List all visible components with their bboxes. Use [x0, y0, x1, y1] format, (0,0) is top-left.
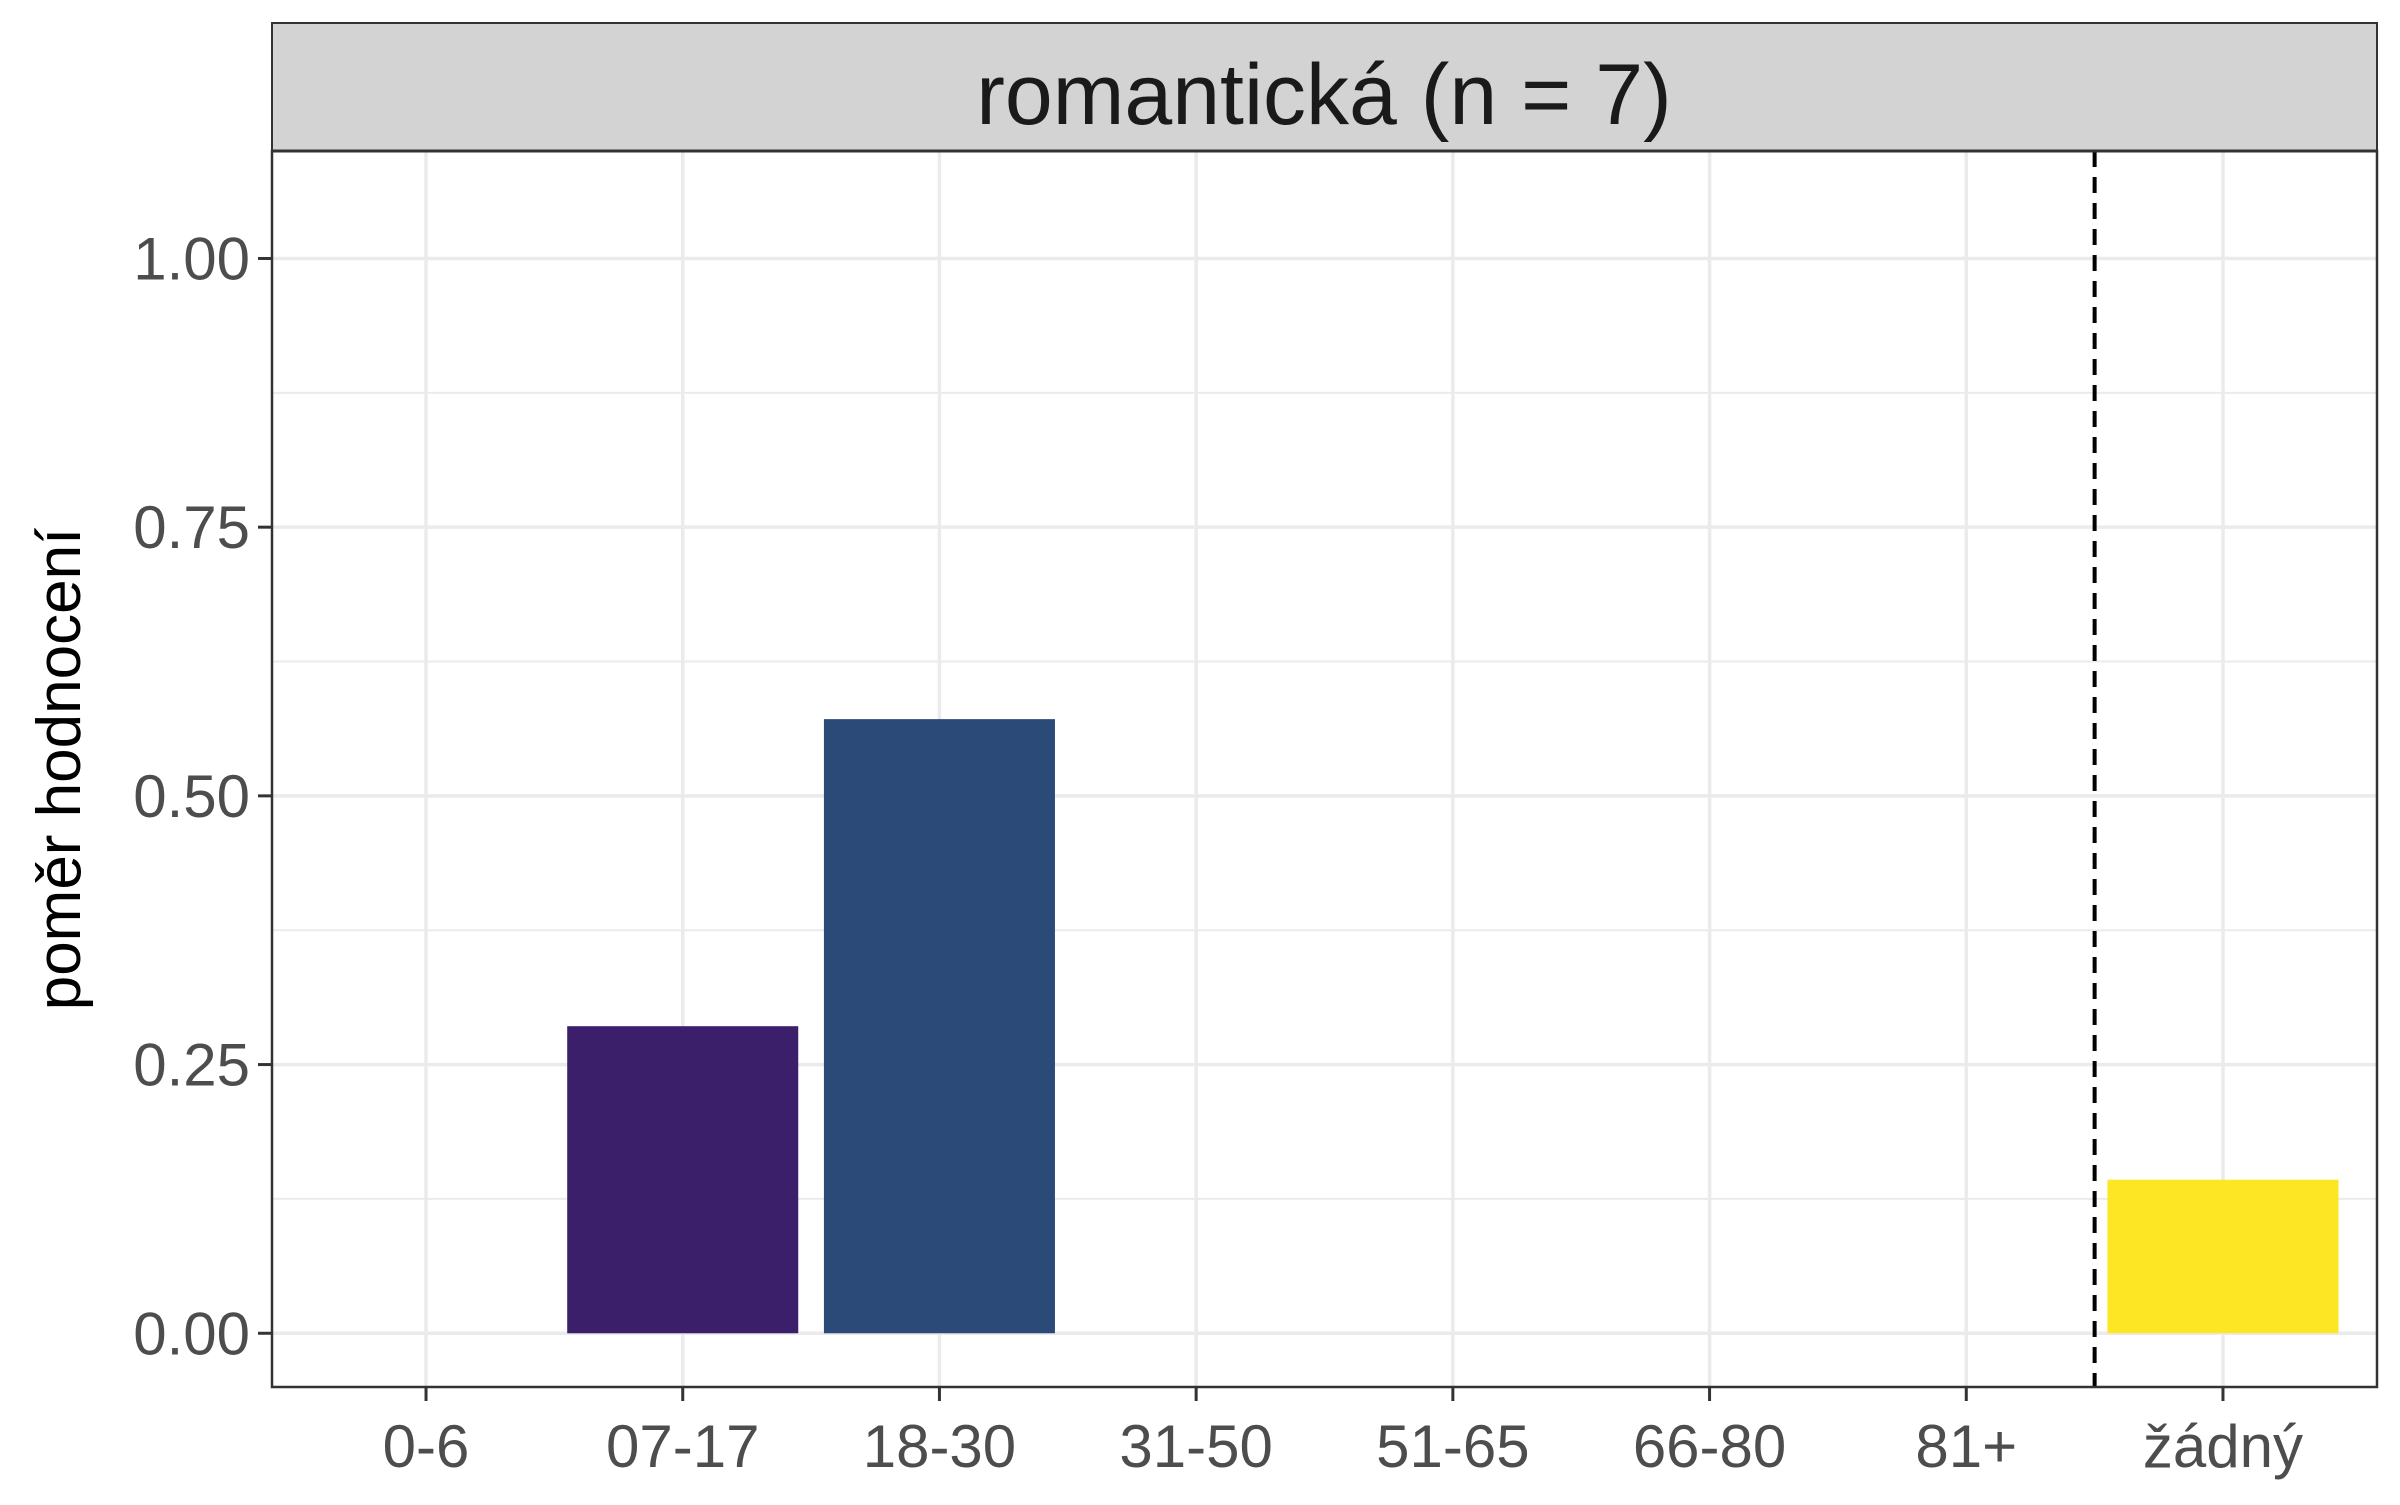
bars	[567, 719, 2339, 1334]
y-tick-label: 0.50	[133, 763, 250, 830]
x-tick-label: 51-65	[1376, 1413, 1529, 1480]
y-tick-label: 1.00	[133, 225, 250, 292]
x-tick-label: žádný	[2143, 1413, 2303, 1480]
x-tick-label: 07-17	[606, 1413, 759, 1480]
x-tick-label: 66-80	[1633, 1413, 1786, 1480]
y-tick-label: 0.25	[133, 1032, 250, 1099]
bar-žádný	[2107, 1179, 2339, 1334]
bar-07-17	[567, 1026, 799, 1334]
chart-title: romantická (n = 7)	[976, 47, 1671, 143]
facet-strip	[271, 22, 2378, 152]
y-tick-label: 0.75	[133, 494, 250, 561]
x-tick-label: 81+	[1915, 1413, 2017, 1480]
x-tick-label: 31-50	[1119, 1413, 1272, 1480]
y-tick-label: 0.00	[133, 1300, 250, 1367]
bar-18-30	[823, 719, 1055, 1334]
axes: 0.00 0.25 0.50 0.75 1.00 0-6 07-17 18-30 31-50 51…	[133, 225, 2303, 1480]
x-tick-label: 18-30	[863, 1413, 1016, 1480]
y-axis-title: poměr hodnocení	[25, 528, 94, 1011]
x-tick-label: 0-6	[383, 1413, 470, 1480]
